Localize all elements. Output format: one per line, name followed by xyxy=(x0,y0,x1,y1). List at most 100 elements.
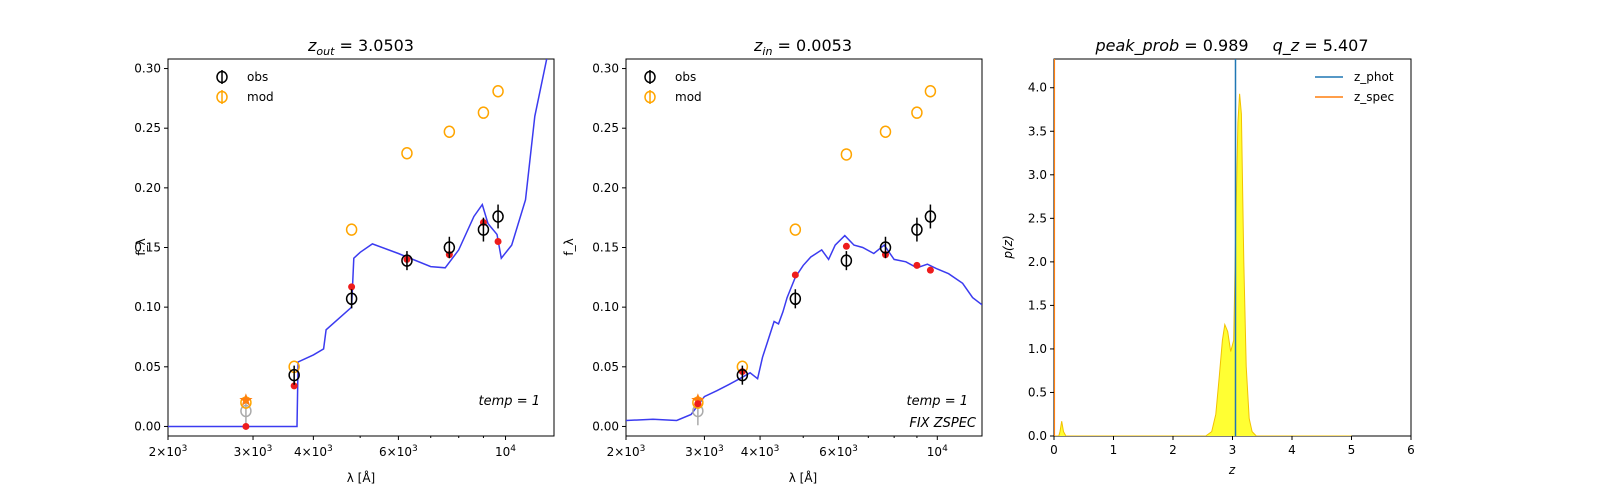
y-axis-label: f_λ xyxy=(562,238,576,255)
panel-sed-middle: zin = 0.0053 0.00 0.05 0.10 0.15 0.20 0.25 0.3… xyxy=(562,36,983,485)
obs-point xyxy=(288,368,300,382)
legend: obs mod xyxy=(644,70,702,104)
y-axis-label: f_λ xyxy=(134,238,148,255)
x-axis-label: z xyxy=(1228,463,1236,477)
obs-point xyxy=(345,292,358,306)
mod-point xyxy=(879,125,892,139)
x-tick-label: 6×103 xyxy=(819,444,858,459)
y-tick-label: 0.5 xyxy=(1028,385,1047,399)
obs-point xyxy=(789,292,802,306)
model-flux-point xyxy=(791,271,799,279)
obs-point xyxy=(924,210,937,223)
y-tick-label: 2.0 xyxy=(1028,255,1047,269)
title-qz-var: q_z xyxy=(1273,36,1300,56)
x-tick-label: 4×103 xyxy=(741,444,780,459)
y-tick-label: 0.05 xyxy=(134,360,161,374)
legend-label-zphot: z_phot xyxy=(1354,70,1394,84)
title-var: z xyxy=(753,36,763,55)
legend-label-mod: mod xyxy=(675,90,702,104)
obs-point xyxy=(443,241,456,254)
mod-point xyxy=(911,106,923,119)
y-tick-label: 0.15 xyxy=(134,241,161,255)
panel-title: peak_prob = 0.989 q_z = 5.407 xyxy=(1094,36,1368,56)
title-sub: out xyxy=(316,45,335,58)
mod-point xyxy=(401,147,413,160)
title-peak-value: = 0.989 xyxy=(1179,36,1248,55)
x-axis-label: λ [Å] xyxy=(789,470,818,485)
obs-point xyxy=(840,254,853,267)
title-sub: in xyxy=(762,45,772,58)
y-tick-label: 0.10 xyxy=(134,300,161,314)
upper-limit-point xyxy=(240,404,252,418)
annotation-temp: temp = 1 xyxy=(479,394,540,409)
legend-label-obs: obs xyxy=(675,70,696,84)
model-flux-point xyxy=(290,382,298,390)
plot-area: 0.00 0.05 0.10 0.15 0.20 0.25 0.30 2×103 3×103 4×… xyxy=(134,59,548,459)
y-tick-label: 2.5 xyxy=(1028,211,1047,225)
obs-point xyxy=(879,241,892,254)
model-flux-point xyxy=(913,261,921,269)
x-tick-label: 2×103 xyxy=(607,444,646,459)
model-flux-point xyxy=(348,283,356,291)
model-spectrum-line xyxy=(168,59,548,428)
obs-point xyxy=(477,223,490,236)
x-axis-label: λ [Å] xyxy=(347,470,376,485)
mod-point xyxy=(443,125,456,139)
plot-area: 0.00 0.05 0.10 0.15 0.20 0.25 0.30 2×103 3×103 4×… xyxy=(592,62,982,459)
series-group xyxy=(168,59,548,430)
title-value: = 0.0053 xyxy=(772,36,852,55)
title-var: z xyxy=(307,36,317,55)
plot-area: 0.0 0.5 1.0 1.5 2.0 2.5 3.0 3.5 4.0 0 1 2 3 4 5 6 xyxy=(1028,59,1415,457)
legend-obs-marker xyxy=(644,70,656,84)
y-tick-label: 0.20 xyxy=(134,181,161,195)
legend-mod-marker xyxy=(644,90,656,104)
x-tick-label: 104 xyxy=(927,444,948,459)
series-group xyxy=(1054,59,1352,436)
mod-point xyxy=(789,223,802,236)
model-spectrum-line xyxy=(626,234,982,422)
legend-label-mod: mod xyxy=(247,90,274,104)
pz-fill-area xyxy=(1054,93,1352,436)
y-tick-label: 0.15 xyxy=(592,241,619,255)
axes-frame xyxy=(167,58,555,437)
obs-point xyxy=(492,210,504,223)
legend-label-zspec: z_spec xyxy=(1354,90,1394,104)
title-value: = 3.0503 xyxy=(334,36,414,55)
mod-star-marker xyxy=(239,393,253,406)
x-tick-label: 6 xyxy=(1407,443,1415,457)
legend-label-obs: obs xyxy=(247,70,268,84)
model-flux-point xyxy=(926,266,934,274)
legend: z_phot z_spec xyxy=(1315,70,1394,104)
y-tick-label: 0.30 xyxy=(134,62,161,76)
y-tick-label: 1.0 xyxy=(1028,342,1047,356)
panel-title: zin = 0.0053 xyxy=(753,36,852,58)
x-tick-label: 104 xyxy=(495,444,516,459)
y-axis-label: p(z) xyxy=(1001,235,1015,259)
legend-obs-marker xyxy=(216,70,228,84)
y-tick-label: 0.25 xyxy=(592,121,619,135)
x-tick-label: 3×103 xyxy=(234,444,273,459)
series-group xyxy=(626,84,982,426)
x-tick-label: 3 xyxy=(1229,443,1237,457)
y-tick-label: 1.5 xyxy=(1028,298,1047,312)
y-tick-label: 0.0 xyxy=(1028,429,1047,443)
mod-point xyxy=(924,84,937,98)
annotation-temp: temp = 1 xyxy=(907,394,968,409)
model-flux-point xyxy=(842,242,850,250)
model-flux-point xyxy=(242,422,250,430)
x-tick-label: 1 xyxy=(1110,443,1118,457)
legend-mod-marker xyxy=(216,90,228,104)
model-flux-point xyxy=(694,400,702,408)
title-qz-value: = 5.407 xyxy=(1299,36,1368,55)
y-tick-label: 3.5 xyxy=(1028,124,1047,138)
obs-point xyxy=(736,368,749,382)
annotation-fix-zspec: FIX ZSPEC xyxy=(909,416,977,431)
mod-point xyxy=(345,223,358,236)
mod-point xyxy=(840,148,853,161)
x-tick-label: 3×103 xyxy=(685,444,724,459)
title-peak-var: peak_prob xyxy=(1094,36,1179,56)
pz-curve xyxy=(1054,93,1352,436)
obs-point xyxy=(401,254,413,267)
y-tick-label: 0.10 xyxy=(592,300,619,314)
